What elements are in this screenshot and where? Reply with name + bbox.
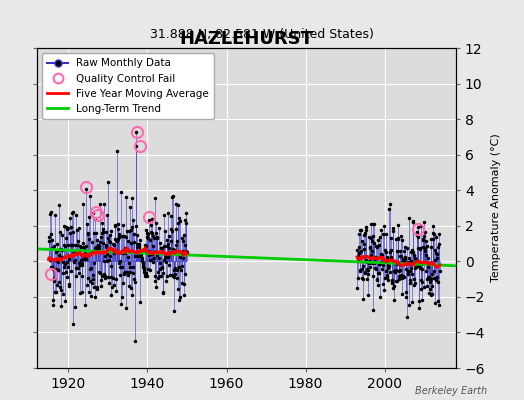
Y-axis label: Temperature Anomaly (°C): Temperature Anomaly (°C)	[491, 134, 501, 282]
Text: 31.888 N, 82.581 W (United States): 31.888 N, 82.581 W (United States)	[150, 28, 374, 41]
Legend: Raw Monthly Data, Quality Control Fail, Five Year Moving Average, Long-Term Tren: Raw Monthly Data, Quality Control Fail, …	[42, 53, 214, 119]
Text: Berkeley Earth: Berkeley Earth	[415, 386, 487, 396]
Title: HAZLEHURST: HAZLEHURST	[179, 30, 313, 48]
